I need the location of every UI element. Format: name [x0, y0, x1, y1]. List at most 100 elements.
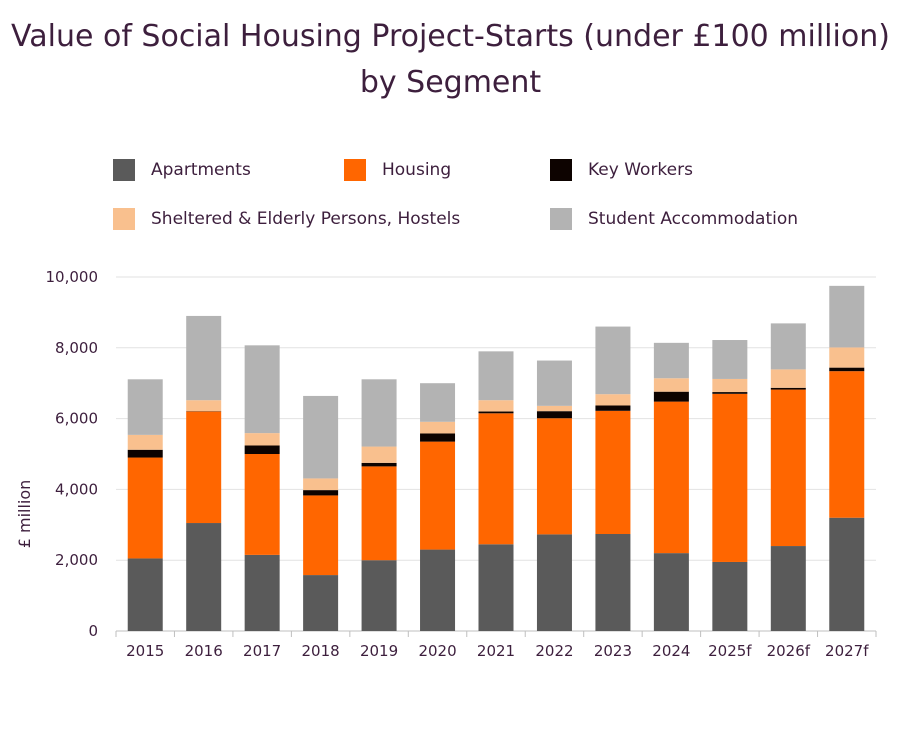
x-tick-label: 2018	[302, 642, 340, 660]
legend-label-student: Student Accommodation	[588, 209, 799, 229]
legend-swatch-key-workers	[550, 159, 572, 181]
chart-title: Value of Social Housing Project-Starts (…	[11, 19, 890, 100]
bar-2021-student-accommodation	[478, 351, 514, 401]
bar-2015-student-accommodation	[127, 379, 163, 435]
bar-2017-apartments	[244, 554, 280, 631]
y-tick-label: 6,000	[55, 410, 98, 428]
bar-2015-housing	[127, 457, 163, 559]
legend-swatch-apartments	[113, 159, 135, 181]
legend-swatch-sheltered	[113, 208, 135, 230]
y-tick-label: 4,000	[55, 480, 98, 498]
y-tick-label: 2,000	[55, 551, 98, 569]
bar-2019-apartments	[361, 560, 397, 631]
bar-2023-student-accommodation	[595, 326, 631, 395]
bar-2019-housing	[361, 466, 397, 561]
bar-2024-housing	[653, 401, 689, 554]
bar-2020-apartments	[420, 549, 456, 631]
y-tick-label: 0	[88, 622, 98, 640]
bar-2015-key-workers	[127, 449, 163, 458]
bar-2021-apartments	[478, 544, 514, 631]
bar-2025f-sheltered-elderly-persons-hostels	[712, 378, 748, 393]
bar-2018-apartments	[303, 575, 339, 631]
legend-label-key-workers: Key Workers	[588, 160, 693, 180]
bar-2018-housing	[303, 495, 339, 576]
legend-label-housing: Housing	[382, 160, 452, 180]
bar-2027f-housing	[829, 371, 865, 518]
bar-2026f-housing	[770, 389, 806, 547]
x-tick-label: 2021	[477, 642, 515, 660]
bar-2015-apartments	[127, 558, 163, 631]
bar-2021-housing	[478, 413, 514, 545]
x-tick-label: 2017	[243, 642, 281, 660]
bar-2021-sheltered-elderly-persons-hostels	[478, 400, 514, 412]
bar-2024-sheltered-elderly-persons-hostels	[653, 378, 689, 392]
bar-2015-sheltered-elderly-persons-hostels	[127, 434, 163, 450]
bar-2023-apartments	[595, 534, 631, 631]
bar-2017-student-accommodation	[244, 345, 280, 434]
bar-2020-student-accommodation	[420, 383, 456, 422]
bar-2026f-key-workers	[770, 387, 806, 390]
bar-2019-student-accommodation	[361, 379, 397, 447]
x-tick-label: 2016	[185, 642, 223, 660]
y-tick-label: 10,000	[46, 268, 99, 286]
bar-2027f-key-workers	[829, 367, 865, 372]
bar-2022-apartments	[536, 534, 572, 631]
bar-2017-housing	[244, 454, 280, 555]
bar-2020-sheltered-elderly-persons-hostels	[420, 421, 456, 434]
bar-2027f-apartments	[829, 517, 865, 631]
y-axis-title: £ million	[15, 480, 34, 549]
legend-item-student: Student Accommodation	[550, 206, 798, 232]
legend-swatch-housing	[344, 159, 366, 181]
bar-2024-apartments	[653, 553, 689, 631]
bar-2018-sheltered-elderly-persons-hostels	[303, 478, 339, 491]
bar-2025f-apartments	[712, 561, 748, 631]
legend-label-sheltered: Sheltered & Elderly Persons, Hostels	[151, 209, 461, 229]
bar-2019-sheltered-elderly-persons-hostels	[361, 446, 397, 463]
bar-2027f-sheltered-elderly-persons-hostels	[829, 347, 865, 368]
bar-2017-sheltered-elderly-persons-hostels	[244, 433, 280, 446]
bar-2022-key-workers	[536, 411, 572, 419]
bar-2026f-apartments	[770, 546, 806, 631]
x-tick-label: 2019	[360, 642, 398, 660]
bar-2016-housing	[186, 411, 222, 524]
x-tick-label: 2025f	[708, 642, 752, 660]
x-tick-label: 2020	[418, 642, 456, 660]
bar-2019-key-workers	[361, 462, 397, 467]
legend-item-apartments: Apartments	[113, 157, 251, 183]
bar-2026f-student-accommodation	[770, 323, 806, 370]
bar-2022-student-accommodation	[536, 360, 572, 406]
bar-2027f-student-accommodation	[829, 285, 865, 348]
x-tick-label: 2023	[594, 642, 632, 660]
bar-2018-student-accommodation	[303, 395, 339, 479]
bar-2025f-housing	[712, 393, 748, 562]
y-tick-label: 8,000	[55, 339, 98, 357]
bar-2016-apartments	[186, 523, 222, 631]
bar-2023-housing	[595, 410, 631, 535]
bar-2020-key-workers	[420, 433, 456, 442]
x-tick-label: 2015	[126, 642, 164, 660]
bar-2020-housing	[420, 441, 456, 550]
bar-2026f-sheltered-elderly-persons-hostels	[770, 369, 806, 388]
legend-item-key-workers: Key Workers	[550, 157, 693, 183]
legend-item-sheltered: Sheltered & Elderly Persons, Hostels	[113, 206, 460, 232]
bar-2022-sheltered-elderly-persons-hostels	[536, 405, 572, 412]
x-tick-label: 2026f	[767, 642, 811, 660]
bar-2018-key-workers	[303, 490, 339, 496]
bar-2016-sheltered-elderly-persons-hostels	[186, 400, 222, 412]
x-tick-label: 2024	[652, 642, 690, 660]
bar-2025f-key-workers	[712, 392, 748, 394]
x-tick-label: 2022	[535, 642, 573, 660]
bar-2023-sheltered-elderly-persons-hostels	[595, 394, 631, 406]
bar-2025f-student-accommodation	[712, 340, 748, 379]
bar-2021-key-workers	[478, 411, 514, 414]
bar-2017-key-workers	[244, 445, 280, 454]
bar-2023-key-workers	[595, 405, 631, 411]
bar-2024-student-accommodation	[653, 342, 689, 379]
legend-swatch-student	[550, 208, 572, 230]
bar-2024-key-workers	[653, 391, 689, 402]
legend-label-apartments: Apartments	[151, 160, 251, 180]
legend-item-housing: Housing	[344, 157, 451, 183]
bar-2022-housing	[536, 418, 572, 535]
bar-2016-student-accommodation	[186, 315, 222, 401]
